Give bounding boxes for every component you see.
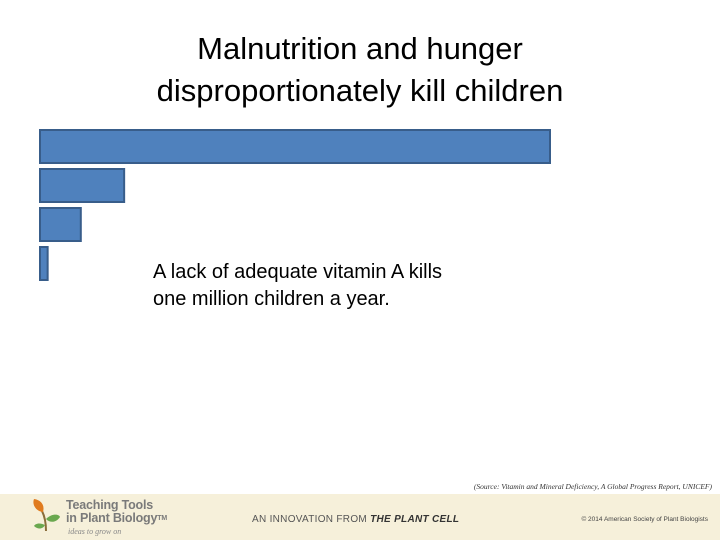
fact-text-line-1: A lack of adequate vitamin A kills <box>153 261 443 283</box>
bar-3 <box>39 207 82 242</box>
bar-2 <box>39 168 126 203</box>
journal-name: THE PLANT CELL <box>370 514 460 525</box>
slide-title-line-1: Malnutrition and hunger <box>197 31 523 66</box>
footer-bar: Teaching Tools in Plant BiologyTM ideas … <box>0 494 720 540</box>
brand-tagline: ideas to grow on <box>68 527 122 536</box>
source-citation: (Source: Vitamin and Mineral Deficiency,… <box>473 482 712 491</box>
copyright-notice: © 2014 American Society of Plant Biologi… <box>581 516 708 523</box>
brand-line-1: Teaching Tools <box>66 498 154 512</box>
fact-text-line-2: one million children a year. <box>153 288 390 310</box>
innovation-credit: AN INNOVATION FROM THE PLANT CELL <box>252 514 459 525</box>
sprout-logo-icon <box>33 499 60 532</box>
fact-text: A lack of adequate vitamin A kills one m… <box>153 259 442 313</box>
bar-4 <box>39 246 49 281</box>
trademark-mark: TM <box>157 515 167 522</box>
bar-1 <box>39 129 551 164</box>
slide-title: Malnutrition and hunger disproportionate… <box>40 28 680 112</box>
bar-chart <box>39 129 551 281</box>
innovation-prefix: AN INNOVATION FROM <box>252 514 371 525</box>
brand-line-2-text: in Plant Biology <box>66 511 158 525</box>
brand-line-2: in Plant BiologyTM <box>66 512 167 525</box>
slide-title-line-2: disproportionately kill children <box>156 73 564 108</box>
brand-name: Teaching Tools in Plant BiologyTM <box>66 499 167 525</box>
